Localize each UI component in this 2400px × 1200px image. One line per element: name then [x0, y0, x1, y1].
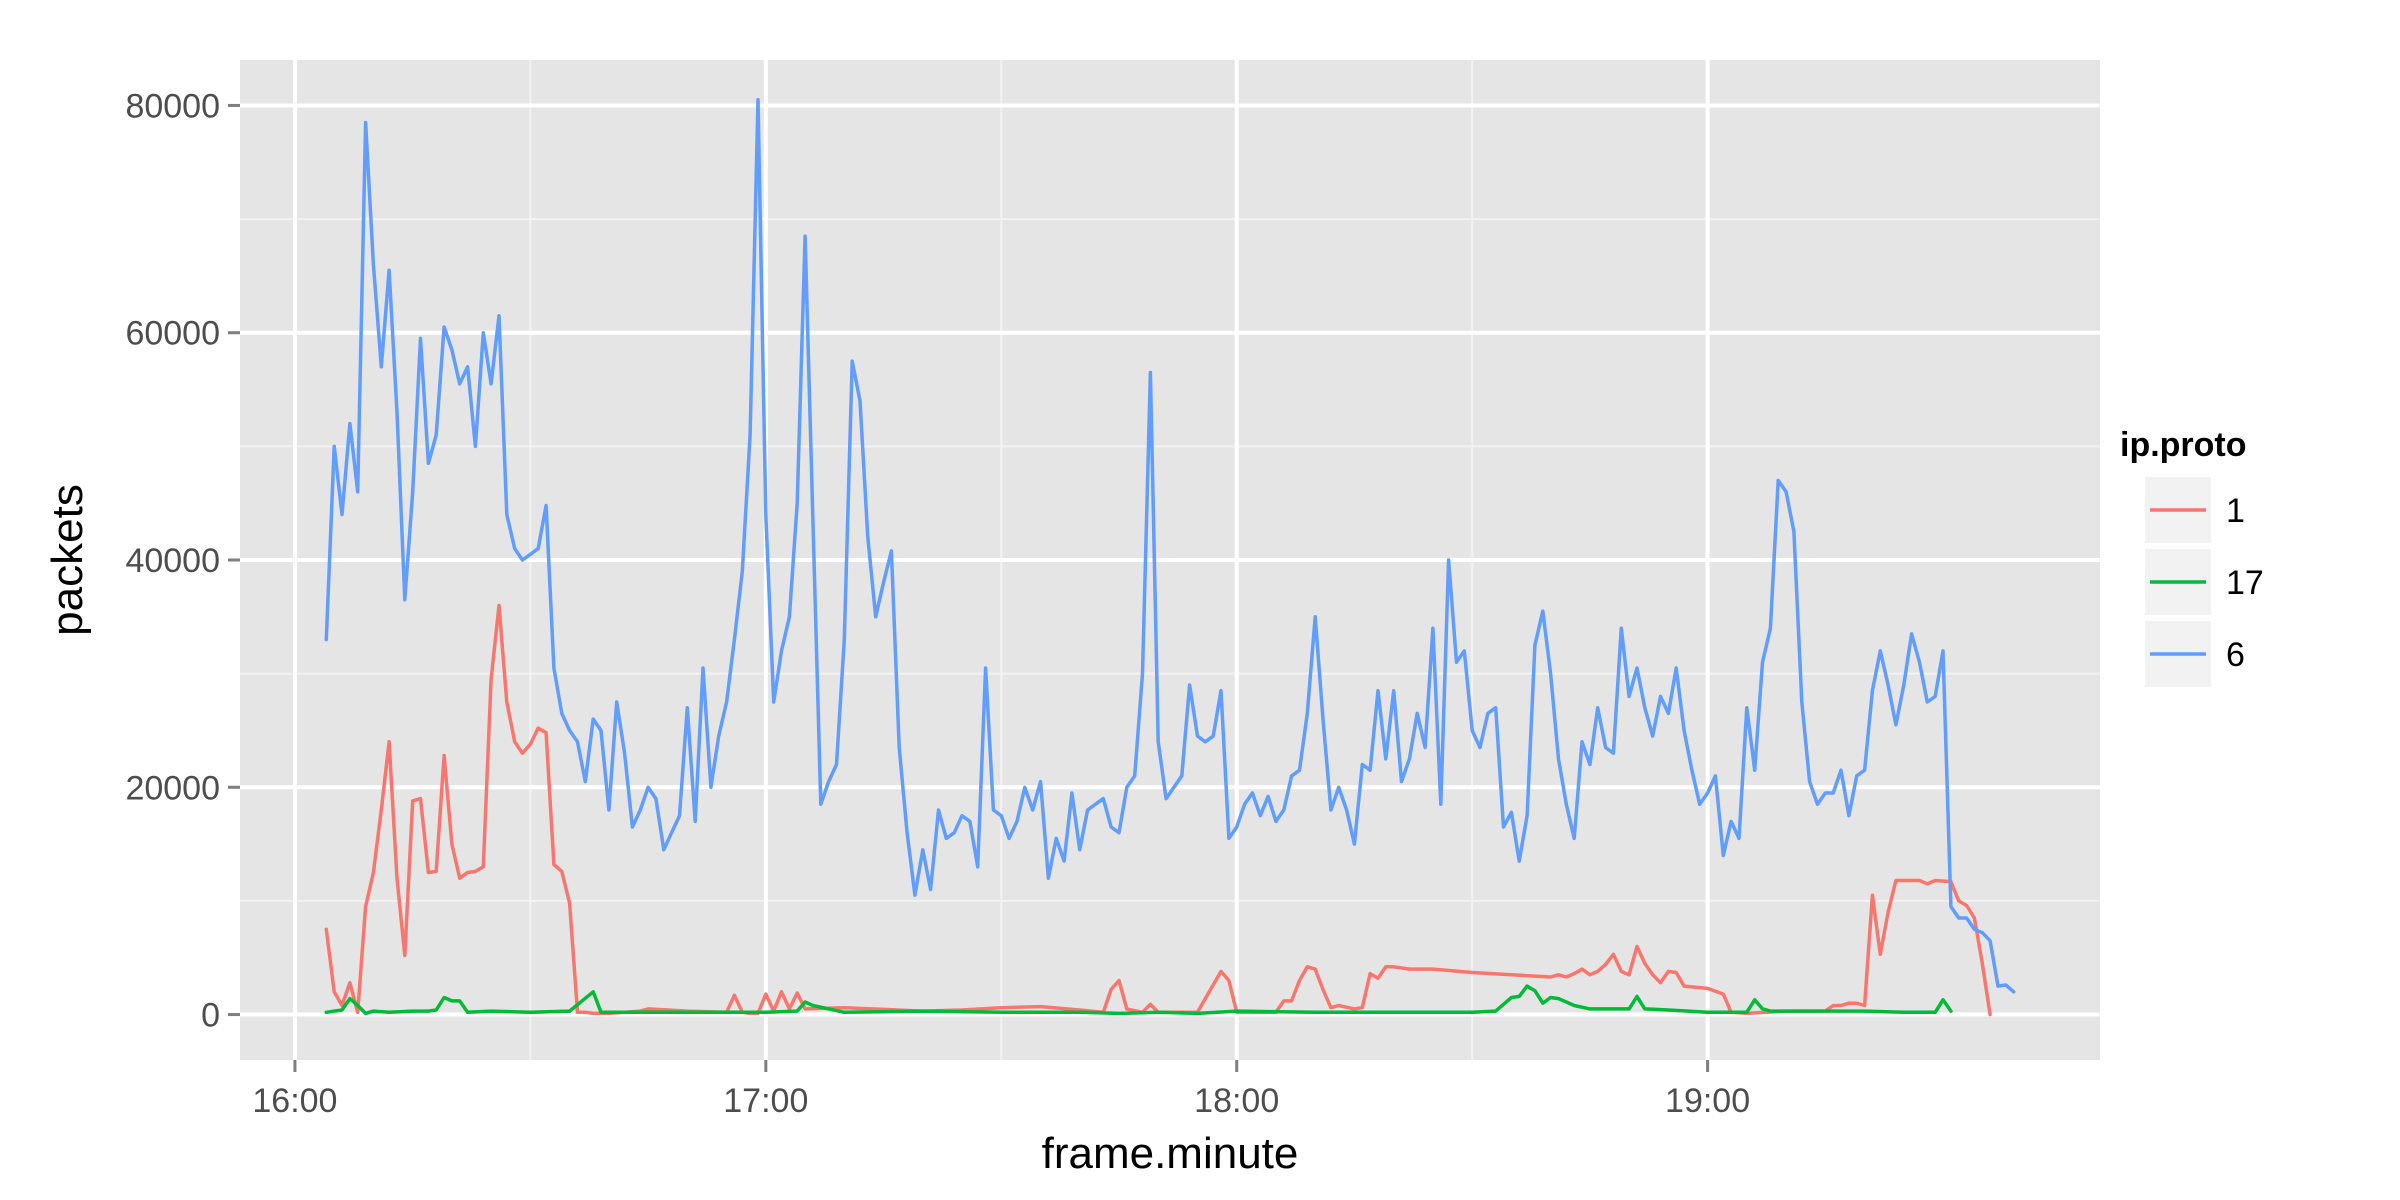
- legend-title: ip.proto: [2120, 426, 2247, 464]
- legend-label: 1: [2226, 492, 2245, 530]
- x-axis: 16:00 17:00 18:00 19:00: [252, 1060, 1750, 1120]
- y-axis-title: packets: [43, 484, 92, 636]
- y-tick-label: 80000: [125, 87, 220, 125]
- x-tick-label: 17:00: [723, 1082, 808, 1120]
- legend: ip.proto 1 17 6: [2120, 426, 2264, 689]
- x-tick-label: 18:00: [1194, 1082, 1279, 1120]
- legend-label: 6: [2226, 636, 2245, 674]
- legend-label: 17: [2226, 564, 2264, 602]
- series-line-17: [324, 984, 1953, 1016]
- y-axis: 0 20000 40000 60000 80000: [125, 87, 240, 1035]
- series-lines: [324, 98, 2016, 1017]
- y-tick-label: 40000: [125, 542, 220, 580]
- x-axis-title: frame.minute: [1042, 1129, 1299, 1178]
- x-tick-label: 19:00: [1665, 1082, 1750, 1120]
- series-line-6: [324, 98, 2016, 994]
- x-tick-label: 16:00: [252, 1082, 337, 1120]
- y-tick-label: 0: [201, 997, 220, 1035]
- y-tick-label: 60000: [125, 315, 220, 353]
- y-tick-label: 20000: [125, 769, 220, 807]
